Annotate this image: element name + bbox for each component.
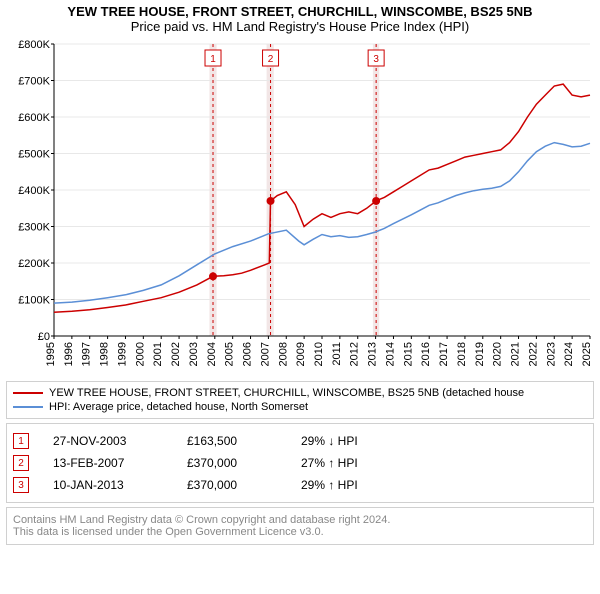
transaction-price: £370,000 bbox=[187, 478, 277, 492]
transaction-price: £370,000 bbox=[187, 456, 277, 470]
transaction-marker: 2 bbox=[13, 455, 29, 471]
transaction-date: 13-FEB-2007 bbox=[53, 456, 163, 470]
transactions-table: 1 27-NOV-2003 £163,500 29% ↓ HPI 2 13-FEB-200… bbox=[6, 423, 594, 503]
transaction-marker: 1 bbox=[13, 433, 29, 449]
x-tick-label: 1998 bbox=[99, 342, 111, 366]
transaction-price: £163,500 bbox=[187, 434, 277, 448]
x-tick-label: 2007 bbox=[259, 342, 271, 366]
x-tick-label: 2002 bbox=[170, 342, 182, 366]
x-tick-label: 1995 bbox=[45, 342, 57, 366]
x-tick-label: 2025 bbox=[581, 342, 593, 366]
legend-swatch bbox=[13, 392, 43, 394]
marker-dot-2 bbox=[267, 197, 275, 205]
marker-num-1: 1 bbox=[210, 54, 216, 65]
x-tick-label: 2003 bbox=[188, 342, 200, 366]
y-tick-label: £600K bbox=[18, 112, 50, 124]
transaction-pct: 29% ↑ HPI bbox=[301, 478, 401, 492]
x-tick-label: 2018 bbox=[456, 342, 468, 366]
x-tick-label: 2008 bbox=[277, 342, 289, 366]
y-tick-label: £300K bbox=[18, 222, 50, 234]
x-tick-label: 2015 bbox=[402, 342, 414, 366]
series-hpi bbox=[54, 143, 590, 304]
x-tick-label: 1996 bbox=[63, 342, 75, 366]
transaction-marker: 3 bbox=[13, 477, 29, 493]
x-tick-label: 2010 bbox=[313, 342, 325, 366]
x-tick-label: 2013 bbox=[367, 342, 379, 366]
x-tick-label: 2005 bbox=[224, 342, 236, 366]
x-tick-label: 2019 bbox=[474, 342, 486, 366]
legend-row: YEW TREE HOUSE, FRONT STREET, CHURCHILL,… bbox=[13, 386, 587, 400]
transaction-row: 1 27-NOV-2003 £163,500 29% ↓ HPI bbox=[13, 430, 587, 452]
y-tick-label: £100K bbox=[18, 295, 50, 307]
x-tick-label: 2004 bbox=[206, 342, 218, 366]
footer-line-2: This data is licensed under the Open Gov… bbox=[13, 526, 587, 538]
transaction-row: 3 10-JAN-2013 £370,000 29% ↑ HPI bbox=[13, 474, 587, 496]
x-tick-label: 2014 bbox=[384, 342, 396, 366]
chart-area: £0 £100K £200K £300K £400K £500K £600K £700K £80… bbox=[6, 40, 594, 375]
transaction-pct: 27% ↑ HPI bbox=[301, 456, 401, 470]
x-tick-label: 2006 bbox=[242, 342, 254, 366]
chart-title: YEW TREE HOUSE, FRONT STREET, CHURCHILL,… bbox=[0, 4, 600, 19]
transaction-pct: 29% ↓ HPI bbox=[301, 434, 401, 448]
x-tick-label: 2012 bbox=[349, 342, 361, 366]
y-tick-label: £800K bbox=[18, 40, 50, 51]
y-tick-label: £500K bbox=[18, 149, 50, 161]
chart-svg: £0 £100K £200K £300K £400K £500K £600K £700K £80… bbox=[6, 40, 594, 370]
marker-num-3: 3 bbox=[373, 54, 379, 65]
series-house bbox=[54, 84, 590, 312]
x-tick-label: 2023 bbox=[545, 342, 557, 366]
legend-box: YEW TREE HOUSE, FRONT STREET, CHURCHILL,… bbox=[6, 381, 594, 419]
x-tick-label: 2024 bbox=[563, 342, 575, 366]
legend-label: YEW TREE HOUSE, FRONT STREET, CHURCHILL,… bbox=[49, 387, 524, 399]
footer-box: Contains HM Land Registry data © Crown c… bbox=[6, 507, 594, 545]
legend-label: HPI: Average price, detached house, Nort… bbox=[49, 401, 308, 413]
marker-dot-1 bbox=[209, 272, 217, 280]
y-tick-label: £0 bbox=[38, 331, 50, 343]
x-tick-label: 2001 bbox=[152, 342, 164, 366]
x-tick-label: 1999 bbox=[116, 342, 128, 366]
x-tick-label: 2017 bbox=[438, 342, 450, 366]
x-tick-label: 2011 bbox=[331, 342, 343, 366]
transaction-row: 2 13-FEB-2007 £370,000 27% ↑ HPI bbox=[13, 452, 587, 474]
x-tick-label: 2000 bbox=[134, 342, 146, 366]
y-tick-label: £200K bbox=[18, 258, 50, 270]
x-tick-label: 2022 bbox=[527, 342, 539, 366]
chart-subtitle: Price paid vs. HM Land Registry's House … bbox=[0, 19, 600, 34]
x-tick-label: 2009 bbox=[295, 342, 307, 366]
x-tick-label: 1997 bbox=[81, 342, 93, 366]
marker-dot-3 bbox=[372, 197, 380, 205]
x-tick-label: 2016 bbox=[420, 342, 432, 366]
marker-num-2: 2 bbox=[268, 54, 274, 65]
x-tick-label: 2021 bbox=[510, 342, 522, 366]
y-tick-label: £700K bbox=[18, 76, 50, 88]
legend-row: HPI: Average price, detached house, Nort… bbox=[13, 400, 587, 414]
y-tick-label: £400K bbox=[18, 185, 50, 197]
transaction-date: 27-NOV-2003 bbox=[53, 434, 163, 448]
x-tick-label: 2020 bbox=[492, 342, 504, 366]
legend-swatch bbox=[13, 406, 43, 408]
transaction-date: 10-JAN-2013 bbox=[53, 478, 163, 492]
footer-line-1: Contains HM Land Registry data © Crown c… bbox=[13, 514, 587, 526]
